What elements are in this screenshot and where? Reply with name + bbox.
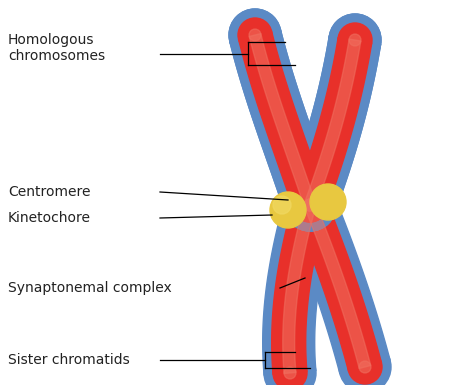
Polygon shape: [272, 201, 327, 375]
Circle shape: [238, 18, 272, 52]
Circle shape: [304, 199, 316, 211]
Text: Kinetochore: Kinetochore: [8, 211, 91, 225]
Text: Synaptonemal complex: Synaptonemal complex: [8, 281, 172, 295]
Circle shape: [339, 341, 391, 385]
Circle shape: [284, 179, 336, 231]
Polygon shape: [285, 36, 381, 214]
Circle shape: [304, 199, 316, 211]
Polygon shape: [249, 33, 316, 207]
Text: Homologous
chromosomes: Homologous chromosomes: [8, 33, 105, 63]
Polygon shape: [263, 198, 335, 375]
Circle shape: [284, 179, 336, 231]
Circle shape: [359, 361, 371, 373]
Polygon shape: [230, 29, 335, 213]
Circle shape: [284, 179, 336, 231]
Circle shape: [293, 188, 327, 222]
Circle shape: [293, 188, 327, 222]
Circle shape: [349, 34, 361, 46]
Circle shape: [304, 199, 316, 211]
Polygon shape: [283, 203, 316, 373]
Circle shape: [284, 179, 336, 231]
Circle shape: [329, 14, 381, 66]
Text: Sister chromatids: Sister chromatids: [8, 353, 130, 367]
Polygon shape: [304, 39, 361, 207]
Polygon shape: [238, 31, 326, 210]
Circle shape: [293, 188, 327, 222]
Polygon shape: [294, 37, 372, 211]
Circle shape: [293, 188, 327, 222]
Circle shape: [249, 29, 261, 41]
Circle shape: [238, 18, 272, 52]
Circle shape: [310, 184, 346, 220]
Circle shape: [284, 179, 336, 231]
Circle shape: [229, 9, 281, 61]
Circle shape: [284, 367, 296, 379]
Circle shape: [264, 347, 316, 385]
Circle shape: [338, 23, 372, 57]
Circle shape: [284, 179, 336, 231]
Circle shape: [348, 350, 382, 384]
Polygon shape: [286, 195, 390, 373]
Circle shape: [329, 14, 381, 66]
Circle shape: [293, 188, 327, 222]
Polygon shape: [230, 29, 335, 213]
Circle shape: [304, 199, 316, 211]
Circle shape: [293, 188, 327, 222]
Polygon shape: [285, 36, 381, 214]
Circle shape: [284, 179, 336, 231]
Polygon shape: [294, 199, 382, 371]
Circle shape: [229, 9, 281, 61]
Circle shape: [338, 23, 372, 57]
Polygon shape: [294, 37, 372, 211]
Circle shape: [273, 196, 291, 214]
Polygon shape: [238, 31, 326, 210]
Circle shape: [273, 356, 307, 385]
Text: Centromere: Centromere: [8, 185, 91, 199]
Polygon shape: [304, 203, 371, 368]
Circle shape: [270, 192, 306, 228]
